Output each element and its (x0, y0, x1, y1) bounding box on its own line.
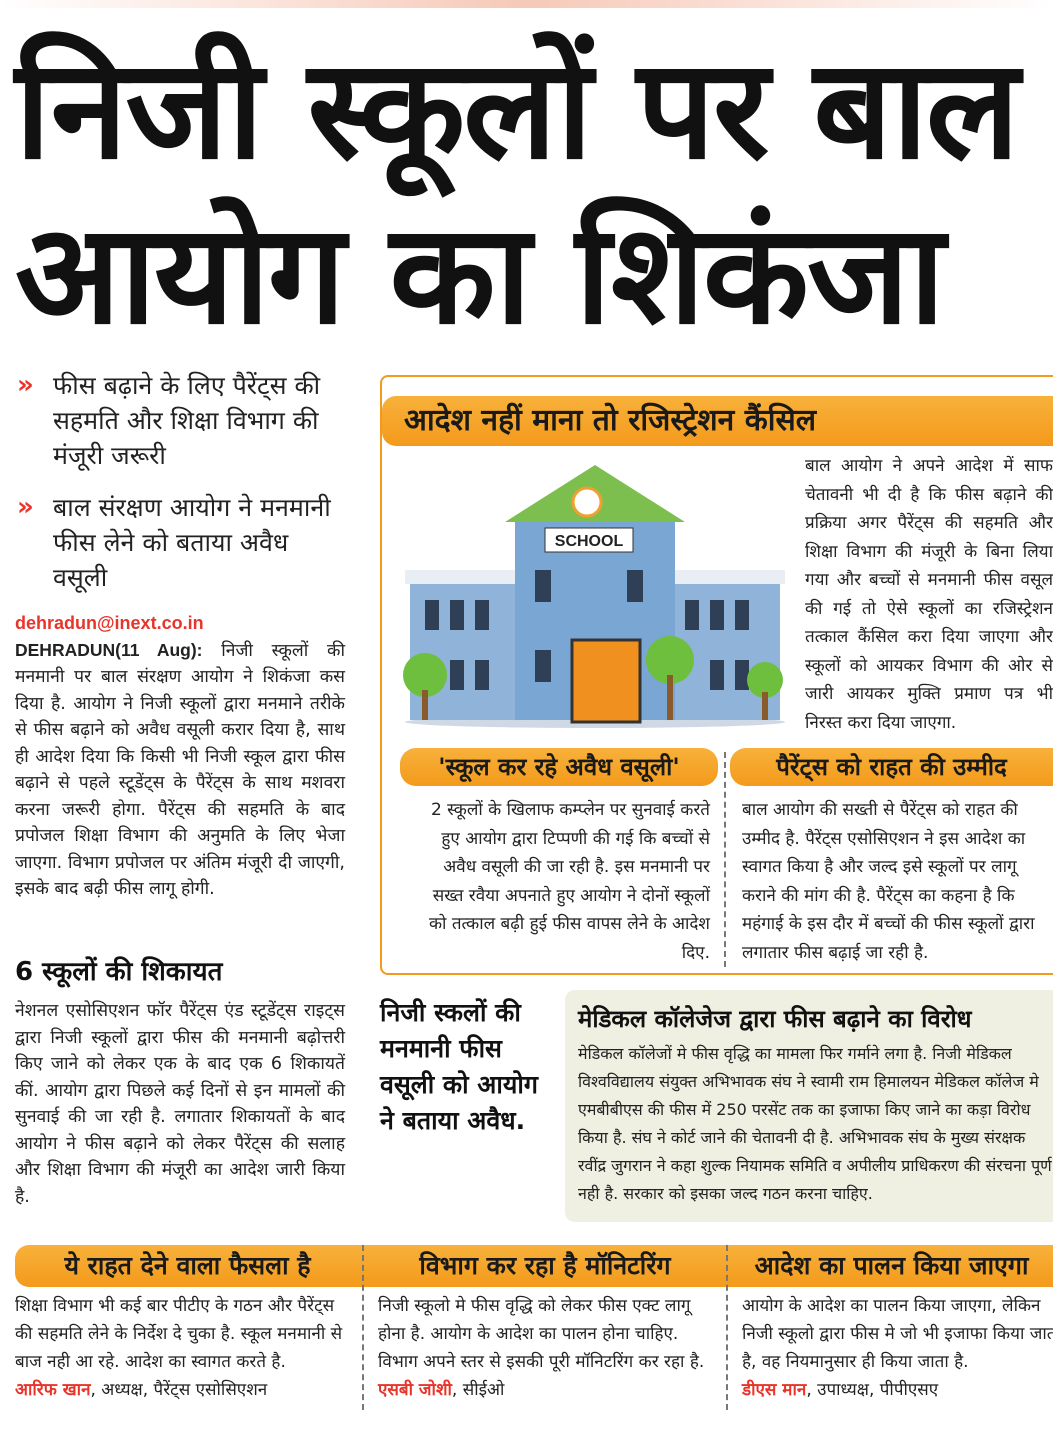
top-strip (0, 0, 1053, 8)
complaints-text: नेशनल एसोसिएशन फॉर पैरेंट्स एंड स्टूडेंट… (15, 1001, 345, 1207)
quote-role: , अध्यक्ष, पैरेंट्स एसोसिएशन (90, 1380, 268, 1400)
medical-box (565, 990, 1053, 1222)
registration-box (380, 375, 1053, 975)
quote-body: आयोग के आदेश का पालन किया जाएगा, लेकिन न… (742, 1296, 1053, 1372)
school-illustration: SCHOOL (403, 465, 785, 728)
quote-author: आरिफ खान (15, 1380, 91, 1400)
complaints-heading: 6 स्कूलों की शिकायत (15, 957, 223, 987)
quote-heading: विभाग कर रहा है मॉनिटरिंग (419, 1251, 671, 1280)
quote-author: डीएस मान (742, 1380, 807, 1400)
quote-heading: ये राहत देने वाला फैसला है (64, 1251, 311, 1280)
quote-text: आयोग के आदेश का पालन किया जाएगा, लेकिन न… (742, 1292, 1053, 1404)
bullet-point: » फीस बढ़ाने के लिए पैरेंट्स की सहमति और … (15, 368, 345, 473)
school-sign: SCHOOL (555, 533, 624, 550)
chevron-right-icon: » (17, 370, 34, 400)
registration-heading: आदेश नहीं माना तो रजिस्ट्रेशन कैंसिल (382, 396, 1053, 446)
quote-heading: आदेश का पालन किया जाएगा (754, 1251, 1029, 1280)
email-link[interactable]: dehradun@inext.co.in (15, 613, 204, 633)
pull-quote: निजी स्कलों की मनमानी फीस वसूली को आयोग … (380, 998, 538, 1135)
quote-body: निजी स्कूलो मे फीस वृद्धि को लेकर फीस एक… (378, 1296, 705, 1372)
bullet-text: फीस बढ़ाने के लिए पैरेंट्स की सहमति और श… (53, 371, 321, 470)
medical-heading: मेडिकल कॉलेजेज द्वारा फीस बढ़ाने का विरो… (578, 1005, 972, 1033)
lead-text: निजी स्कूलों की मनमानी पर बाल संरक्षण आय… (15, 640, 345, 900)
chevron-right-icon: » (17, 492, 34, 522)
quotes-band (15, 1245, 1053, 1287)
parents-relief-heading: पैरेंट्स को राहत की उम्मीद (730, 748, 1053, 786)
divider (726, 1245, 728, 1410)
quote-role: , सीईओ (451, 1380, 505, 1400)
quote-text: शिक्षा विभाग भी कई बार पीटीए के गठन और प… (15, 1292, 355, 1404)
registration-text: बाल आयोग ने अपने आदेश में साफ चेतावनी भी… (805, 456, 1053, 733)
lead-story: dehradun@inext.co.in DEHRADUN(11 Aug): न… (15, 610, 345, 903)
divider (724, 752, 726, 967)
medical-text: मेडिकल कॉलेजों मे फीस वृद्धि का मामला फि… (578, 1044, 1052, 1203)
divider (362, 1245, 364, 1410)
quote-text: निजी स्कूलो मे फीस वृद्धि को लेकर फीस एक… (378, 1292, 718, 1404)
quote-role: , उपाध्यक्ष, पीपीएसए (806, 1380, 939, 1400)
quote-author: एसबी जोशी (378, 1380, 452, 1400)
quote-body: शिक्षा विभाग भी कई बार पीटीए के गठन और प… (15, 1296, 343, 1372)
clock-icon (571, 486, 603, 518)
dateline: DEHRADUN(11 Aug): (15, 639, 203, 660)
bullet-point: » बाल संरक्षण आयोग ने मनमानी फीस लेने को … (15, 490, 345, 595)
bullet-text: बाल संरक्षण आयोग ने मनमानी फीस लेने को ब… (53, 493, 331, 592)
illegal-collection-text: 2 स्कूलों के खिलाफ कम्प्लेन पर सुनवाई कर… (429, 800, 710, 963)
parents-relief-text: बाल आयोग की सख्ती से पैरेंट्स को राहत की… (742, 800, 1035, 963)
door (570, 638, 642, 724)
headline-line-1: निजी स्कूलों पर बाल (15, 29, 1020, 190)
illegal-collection-heading: 'स्कूल कर रहे अवैध वसूली' (400, 748, 718, 786)
headline-line-2: आयोग का शिकंजा (15, 194, 945, 355)
